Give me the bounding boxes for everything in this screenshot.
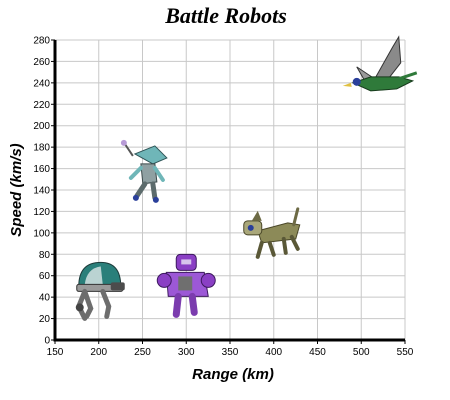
y-tick-label: 180 [33,143,50,154]
x-tick-label: 400 [265,347,282,358]
y-tick-label: 220 [33,100,50,111]
purple-robot-icon [156,253,216,318]
x-tick-label: 300 [178,347,195,358]
dog-robot-icon [243,207,301,259]
x-tick-label: 200 [90,347,107,358]
y-tick-label: 200 [33,121,50,132]
y-tick-label: 20 [39,314,51,325]
x-tick-label: 350 [222,347,239,358]
jetpack-robot-icon [120,139,168,203]
axes [53,40,405,342]
x-tick-label: 550 [397,347,414,358]
y-tick-label: 0 [44,336,50,347]
x-tick-label: 450 [309,347,326,358]
y-tick-label: 260 [33,57,50,68]
x-tick-label: 150 [47,347,64,358]
walker-robot-icon [75,261,125,321]
y-tick-label: 100 [33,228,50,239]
y-tick-label: 240 [33,78,50,89]
chart-title: Battle Robots [164,3,287,28]
y-tick-label: 120 [33,207,50,218]
y-tick-label: 60 [39,271,51,282]
y-tick-label: 40 [39,293,51,304]
y-tick-label: 280 [33,36,50,47]
y-tick-label: 160 [33,164,50,175]
x-tick-label: 250 [134,347,151,358]
x-axis-title: Range (km) [192,366,274,383]
y-tick-labels: 0 20 40 60 80 100 120 140 160 180 200 220 240 260 280 [33,36,55,347]
y-axis-title: Speed (km/s) [8,143,25,236]
x-tick-label: 500 [353,347,370,358]
x-tick-labels: 150 200 250 300 350 400 450 500 550 [47,340,414,358]
data-points [75,35,418,321]
y-tick-label: 80 [39,250,51,261]
y-tick-label: 140 [33,186,50,197]
dragon-robot-icon [342,35,418,92]
